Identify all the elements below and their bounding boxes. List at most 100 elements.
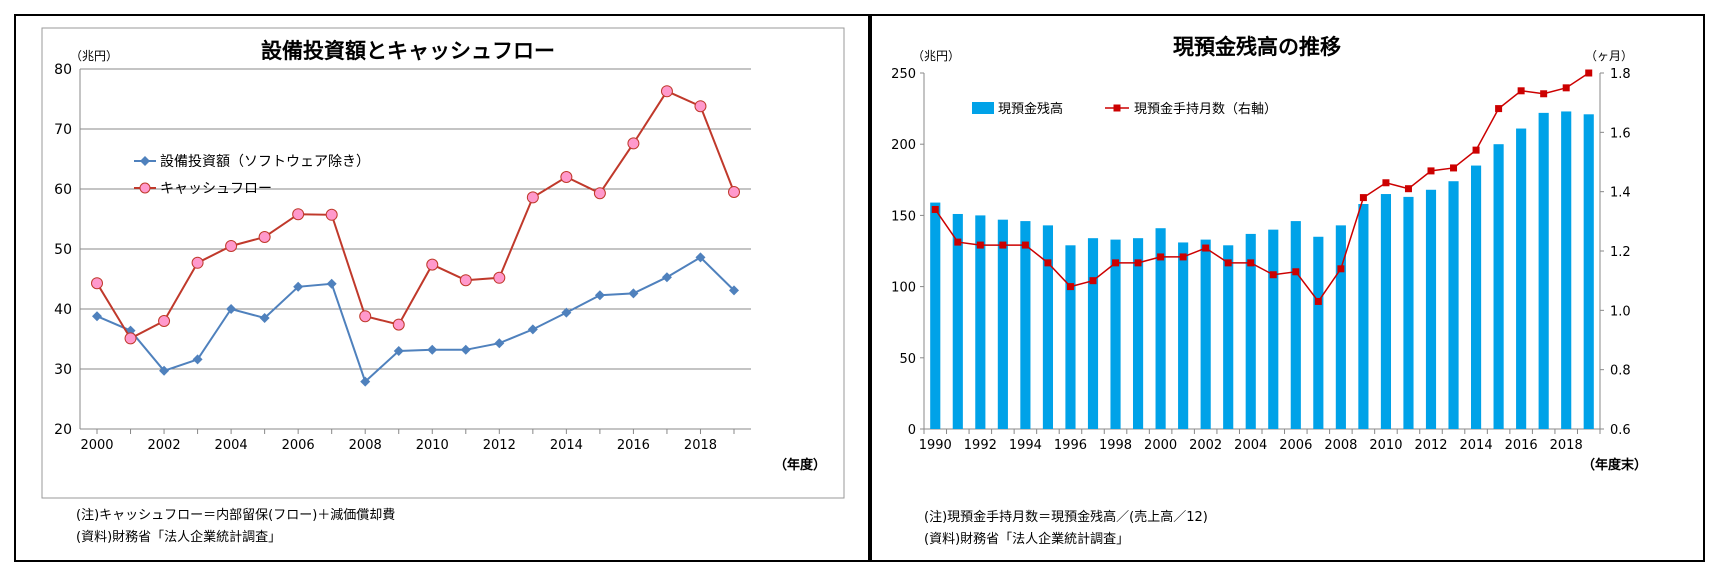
- data-point: [1134, 259, 1142, 267]
- bar: [1448, 181, 1459, 429]
- data-point: [427, 344, 438, 355]
- data-point: [426, 258, 439, 271]
- data-point: [526, 191, 539, 204]
- left-source: (資料)財務省「法人企業統計調査」: [76, 530, 282, 545]
- bar: [1245, 233, 1256, 429]
- data-point: [1427, 167, 1435, 175]
- data-point: [392, 318, 405, 331]
- legend-label-1: 設備投資額（ソフトウェア除き）: [160, 154, 370, 170]
- data-point: [225, 240, 238, 252]
- data-point: [1450, 164, 1458, 172]
- data-point: [124, 332, 137, 345]
- y-tick-label: 200: [891, 138, 916, 153]
- series-line-1: [96, 256, 735, 384]
- data-point: [628, 288, 639, 299]
- data-point: [1404, 185, 1412, 193]
- x-tick-label: 2004: [1234, 438, 1267, 453]
- data-point: [1269, 271, 1277, 279]
- chart-title: 現預金残高の推移: [1173, 35, 1341, 59]
- data-point: [158, 315, 171, 327]
- data-point: [1292, 268, 1300, 276]
- data-point: [694, 100, 707, 113]
- data-point: [393, 346, 404, 356]
- x-tick-label: 1998: [1099, 438, 1132, 453]
- data-point: [1314, 297, 1322, 305]
- data-point: [1495, 105, 1503, 113]
- data-point: [1472, 146, 1480, 154]
- data-point: [527, 324, 538, 335]
- data-point: [293, 281, 304, 292]
- data-point: [91, 277, 103, 290]
- data-point: [660, 85, 673, 98]
- bar: [1132, 238, 1144, 429]
- y2-tick-label: 1.4: [1610, 186, 1631, 201]
- bar: [1583, 114, 1594, 430]
- x-tick-label: 2006: [1279, 438, 1312, 453]
- y2-tick-label: 1.6: [1610, 126, 1631, 141]
- bar: [1065, 245, 1076, 429]
- data-point: [1337, 265, 1345, 273]
- bar: [1087, 238, 1099, 429]
- data-point: [259, 313, 270, 323]
- y-tick-label: 250: [891, 67, 916, 82]
- data-point: [729, 285, 739, 296]
- x-axis-label: （年度末）: [1582, 457, 1647, 473]
- y-tick-label: 30: [54, 362, 72, 378]
- legend-label-2: キャッシュフロー: [160, 181, 272, 197]
- bar: [1493, 144, 1504, 429]
- data-point: [459, 274, 472, 287]
- data-point: [360, 376, 371, 387]
- right-source: (資料)財務省「法人企業統計調査」: [924, 532, 1130, 547]
- data-point: [593, 187, 606, 200]
- x-tick-label: 2016: [1505, 438, 1538, 453]
- bar: [1425, 189, 1437, 429]
- data-point: [494, 338, 505, 349]
- data-point: [1202, 244, 1210, 252]
- bar: [1110, 239, 1121, 429]
- x-tick-label: 1990: [919, 438, 952, 453]
- y-tick-label: 60: [54, 182, 72, 198]
- y-unit-label-right: （ヶ月）: [1585, 49, 1633, 63]
- data-point: [226, 304, 237, 314]
- data-point: [258, 231, 271, 243]
- x-tick-label: 2016: [617, 438, 650, 453]
- data-point: [1562, 84, 1570, 92]
- bar: [1290, 221, 1301, 429]
- x-tick-label: 2014: [1460, 438, 1493, 453]
- y-tick-label: 70: [54, 122, 72, 138]
- bar: [1335, 225, 1346, 429]
- bar: [1561, 111, 1572, 429]
- data-point: [1066, 283, 1074, 291]
- bar: [1358, 204, 1369, 429]
- left-chart: 設備投資額とキャッシュフロー （兆円） 20 30 40 50 60 70 80 2000 2002…: [41, 27, 845, 499]
- data-point: [1517, 87, 1525, 95]
- y2-tick-label: 0.6: [1610, 423, 1631, 438]
- data-point: [561, 307, 572, 318]
- x-axis-label: （年度）: [774, 457, 826, 473]
- legend-marker-1: [140, 156, 150, 166]
- legend-label-2: 現預金手持月数（右軸）: [1134, 101, 1277, 117]
- bar: [1268, 229, 1279, 429]
- x-tick-label: 2004: [215, 438, 248, 453]
- bar: [1042, 225, 1054, 429]
- x-tick-label: 2000: [1144, 438, 1177, 453]
- legend-swatch-1: [972, 102, 994, 114]
- bar: [1516, 128, 1527, 429]
- x-tick-label: 2018: [1550, 438, 1583, 453]
- data-point: [1112, 259, 1120, 267]
- x-tick-label: 2012: [483, 438, 516, 453]
- bar: [975, 215, 986, 429]
- bar: [1313, 236, 1324, 429]
- data-point: [627, 137, 640, 150]
- bar: [1223, 245, 1234, 429]
- bar: [1155, 228, 1166, 429]
- x-tick-label: 2018: [684, 438, 717, 453]
- y-tick-label: 80: [54, 62, 72, 78]
- data-point: [560, 171, 573, 183]
- x-tick-label: 2012: [1414, 438, 1447, 453]
- x-tick-label: 1994: [1009, 438, 1042, 453]
- data-point: [192, 354, 203, 365]
- data-point: [1089, 277, 1097, 285]
- y-tick-label: 150: [891, 209, 916, 224]
- bar: [952, 213, 963, 429]
